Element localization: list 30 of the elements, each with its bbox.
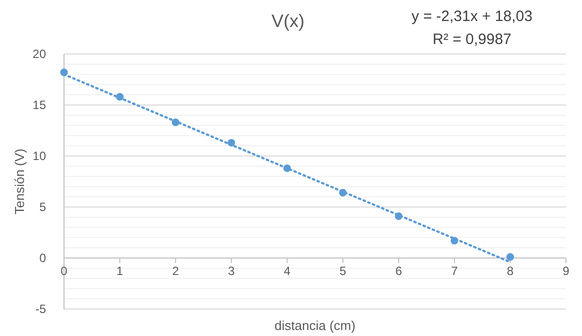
point: [394, 212, 402, 220]
y-tick-label: 20: [32, 47, 46, 61]
x-tick-label: 5: [340, 264, 347, 278]
point: [172, 118, 180, 126]
x-tick-label: 7: [451, 264, 458, 278]
x-tick-label: 3: [228, 264, 235, 278]
x-tick-label: 4: [284, 264, 291, 278]
x-tick-label: 2: [172, 264, 180, 278]
text: R² = 0,9987: [432, 31, 512, 48]
point: [339, 188, 347, 197]
x-tick-label: 6: [395, 264, 402, 278]
y-axis-title: Tensión (V): [12, 148, 27, 214]
point: [450, 236, 458, 244]
text: y = -2,31x + 18,03: [412, 8, 532, 25]
x-tick-label: 1: [116, 264, 124, 278]
x-tick-label: 8: [506, 264, 514, 278]
point: [228, 138, 236, 147]
y-tick-label: -5: [35, 302, 46, 316]
point: [506, 253, 514, 261]
y-tick-label: 15: [32, 98, 46, 112]
y-tick-label: 5: [39, 200, 46, 214]
x-tick-label: 9: [562, 264, 570, 278]
point: [60, 68, 68, 76]
y-tick-label: 0: [39, 251, 46, 265]
y-tick-label: 10: [32, 149, 46, 163]
x-tick-label: 0: [60, 264, 68, 278]
x-axis-title: distancia (cm): [274, 318, 356, 333]
chart-title: V(x): [272, 11, 304, 31]
point: [116, 93, 124, 101]
point: [283, 164, 291, 172]
